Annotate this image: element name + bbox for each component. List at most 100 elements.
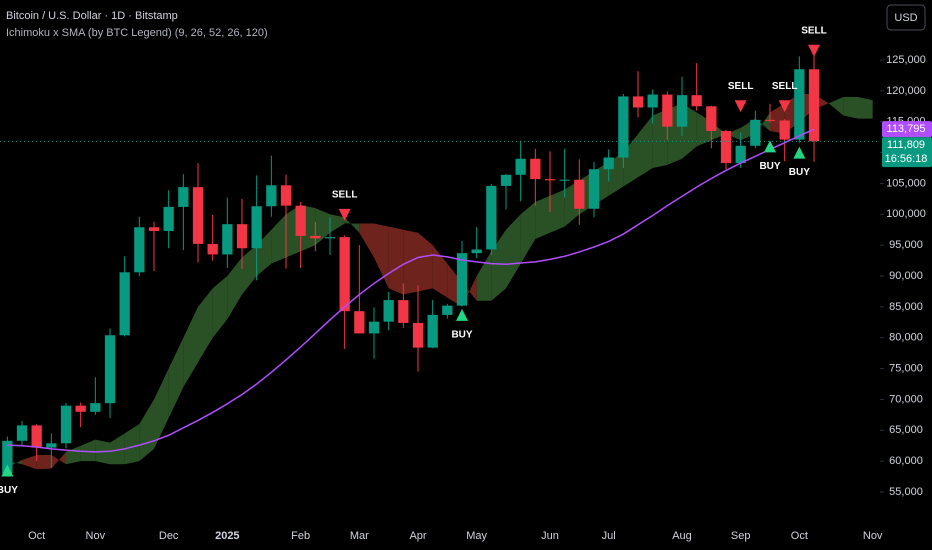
x-tick-label: Aug: [672, 530, 692, 542]
y-tick-label: 85,000: [889, 301, 923, 313]
ichimoku-cloud: [198, 288, 213, 363]
candle-body: [251, 206, 262, 249]
chart-title: Bitcoin / U.S. Dollar · 1D · Bitstamp: [6, 10, 178, 22]
candle-body: [354, 311, 365, 334]
candle-body: [75, 405, 86, 412]
ichimoku-cloud: [623, 134, 638, 187]
candle-body: [119, 272, 130, 336]
candle-body: [148, 227, 160, 231]
candle-body: [603, 157, 614, 170]
currency-label[interactable]: USD: [894, 12, 917, 24]
sell-label: SELL: [772, 81, 798, 92]
buy-label: BUY: [759, 161, 780, 172]
candle-body: [324, 237, 336, 239]
candle-body: [662, 94, 673, 127]
candle-body: [808, 69, 820, 142]
ichimoku-cloud: [168, 337, 184, 418]
last-price-tag: [882, 137, 932, 168]
buy-label: BUY: [451, 330, 472, 341]
currency-button[interactable]: [886, 4, 926, 31]
ichimoku-cloud: [535, 195, 550, 239]
ichimoku-cloud: [212, 276, 228, 338]
candle-body: [779, 120, 790, 140]
candle-body: [31, 425, 42, 448]
buy-marker: [456, 308, 468, 321]
x-tick-label: Mar: [350, 530, 369, 542]
candle-body: [104, 335, 116, 404]
sma-line: [7, 128, 815, 453]
y-tick-label: 120,000: [886, 85, 926, 97]
candle-body: [691, 95, 702, 107]
candle-body: [163, 206, 174, 231]
buy-marker: [1, 464, 14, 477]
candle-body: [632, 96, 644, 108]
candle-body: [46, 443, 57, 448]
candle-body: [339, 237, 350, 312]
y-tick-label: 100,000: [886, 208, 926, 220]
candle-body: [544, 179, 556, 181]
ichimoku-cloud: [256, 229, 272, 277]
candle-body: [266, 185, 277, 207]
ichimoku-cloud: [476, 251, 492, 301]
candle-body: [412, 322, 424, 348]
ichimoku-cloud: [388, 226, 404, 295]
ichimoku-cloud: [843, 97, 858, 119]
y-tick-label: 125,000: [886, 54, 926, 66]
sell-label: SELL: [332, 190, 358, 201]
ichimoku-cloud: [330, 214, 345, 233]
x-tick-label: Sep: [731, 530, 751, 542]
candle-body: [16, 425, 28, 441]
ichimoku-cloud: [638, 115, 653, 178]
y-tick-label: 95,000: [889, 239, 923, 251]
x-tick-label: Jul: [602, 530, 616, 542]
sell-marker: [338, 208, 351, 221]
candle-body: [750, 119, 761, 146]
y-tick-label: 105,000: [886, 177, 926, 189]
ichimoku-cloud: [506, 214, 521, 289]
ichimoku-cloud: [403, 229, 418, 295]
candle-body: [647, 94, 658, 108]
candle-body: [720, 130, 732, 164]
sell-label: SELL: [728, 81, 754, 92]
candle-body: [456, 253, 468, 306]
x-tick-label: Nov: [863, 530, 883, 542]
candle-body: [764, 119, 776, 121]
candle-body: [442, 305, 453, 315]
ichimoku-cloud: [726, 127, 741, 141]
indicator-legend: Ichimoku x SMA (by BTC Legend) (9, 26, 5…: [6, 27, 268, 39]
buy-label: BUY: [789, 167, 810, 178]
candle-body: [588, 169, 600, 209]
y-tick-label: 60,000: [889, 455, 923, 467]
ichimoku-cloud: [124, 424, 140, 465]
y-tick-label: 75,000: [889, 363, 923, 375]
x-tick-label: Jun: [541, 530, 559, 542]
ichimoku-cloud: [22, 455, 37, 470]
ichimoku-cloud: [139, 399, 154, 462]
x-tick-label: Dec: [159, 530, 179, 542]
x-tick-label: 2025: [215, 530, 239, 542]
candle-body: [574, 179, 585, 209]
sell-marker: [734, 100, 747, 113]
candle-body: [280, 185, 292, 206]
candle-body: [383, 300, 394, 322]
ichimoku-cloud: [242, 245, 257, 295]
candle-body: [236, 224, 248, 249]
ichimoku-cloud: [80, 439, 96, 462]
candle-body: [486, 185, 497, 250]
candle-body: [295, 205, 306, 236]
ichimoku-cloud: [51, 451, 66, 469]
candle-body: [427, 314, 438, 348]
ichimoku-cloud: [359, 223, 374, 258]
x-tick-label: May: [466, 530, 487, 542]
candle-body: [60, 405, 72, 444]
ichimoku-cloud: [183, 306, 198, 388]
candle-body: [368, 321, 380, 334]
candle-body: [676, 95, 688, 127]
ichimoku-cloud: [344, 217, 360, 233]
candle-body: [559, 179, 570, 181]
candle-body: [310, 235, 321, 239]
ichimoku-cloud: [418, 232, 433, 292]
y-tick-label: 70,000: [889, 393, 923, 405]
